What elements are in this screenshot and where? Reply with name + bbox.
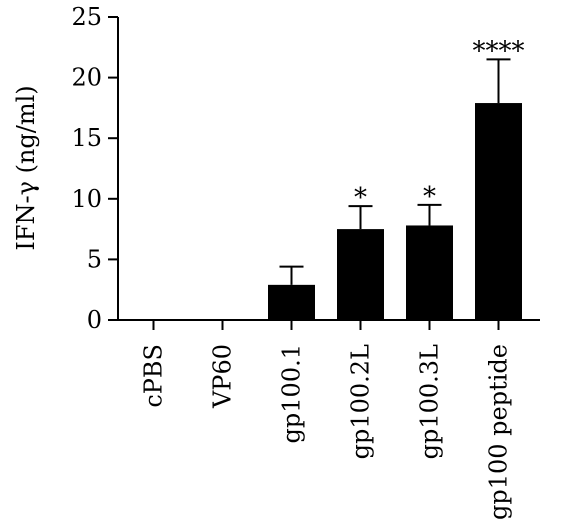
significance-labels: * ***** (354, 36, 525, 213)
bar-gp100-2l (337, 229, 384, 320)
x-tick-label: VP60 (209, 344, 237, 409)
y-tick-label: 10 (71, 185, 102, 213)
x-tick-label: gp100 peptide (485, 344, 513, 520)
bar-gp100-peptide (475, 103, 522, 320)
bar-gp100-1 (268, 284, 315, 320)
significance-label: * (423, 182, 436, 212)
x-tick-label: cPBS (140, 344, 168, 408)
bar-gp100-3l (406, 225, 453, 320)
x-tick-label: gp100.3L (416, 344, 444, 459)
category-labels: cPBS VP60 gp100.1 gp100.2L gp100.3L gp100 pep… (140, 344, 513, 520)
error-bars (279, 58, 511, 285)
x-tick-label: gp100.2L (347, 344, 375, 459)
y-tick-label: 0 (87, 306, 102, 334)
y-tick-label: 5 (87, 245, 102, 273)
x-tick-label: gp100.1 (278, 344, 306, 443)
significance-label: **** (473, 36, 525, 66)
y-tick-label: 15 (71, 124, 102, 152)
y-ticks: 0 5 10 15 20 25 (71, 3, 118, 334)
bars (268, 103, 522, 320)
y-tick-label: 25 (71, 3, 102, 31)
y-tick-label: 20 (71, 64, 102, 92)
significance-label: * (354, 183, 367, 213)
x-ticks (152, 320, 500, 330)
y-axis-title: IFN-γ (ng/ml) (12, 85, 40, 250)
